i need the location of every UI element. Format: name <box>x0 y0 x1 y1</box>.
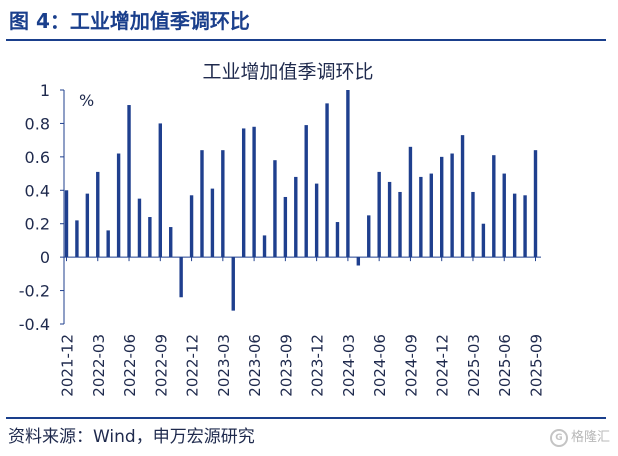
bar <box>106 230 110 258</box>
bar <box>127 105 131 258</box>
bar <box>377 171 381 258</box>
bar <box>179 257 183 298</box>
bar <box>481 223 486 258</box>
bar <box>85 193 90 258</box>
x-tick-label: 2023-03 <box>215 334 233 397</box>
bar <box>367 215 371 258</box>
bar <box>387 181 392 258</box>
bar <box>116 153 121 258</box>
bar <box>137 198 142 258</box>
chart-bars <box>64 90 538 311</box>
title-divider <box>6 39 606 41</box>
source-divider <box>6 417 606 419</box>
bar <box>523 195 527 258</box>
bar <box>356 257 361 266</box>
y-tick-label: 0.4 <box>25 181 50 200</box>
bar <box>460 135 465 258</box>
source-note: 资料来源：Wind，申万宏源研究 <box>8 427 255 447</box>
y-tick-label: 0.8 <box>25 114 50 133</box>
bar <box>450 153 454 258</box>
bar <box>241 128 246 258</box>
bar <box>252 126 256 258</box>
bar <box>440 156 444 258</box>
bar <box>283 196 288 258</box>
x-tick-label: 2025-03 <box>465 334 483 397</box>
unit-label: % <box>79 91 94 110</box>
watermark: G 格隆汇 <box>549 428 610 448</box>
bar <box>408 146 413 258</box>
y-tick-label: 0.2 <box>25 215 50 234</box>
bar <box>533 150 538 258</box>
bar <box>231 257 235 311</box>
x-tick-label: 2024-03 <box>340 334 358 397</box>
bar <box>189 195 194 258</box>
bar <box>221 150 225 258</box>
bar <box>398 191 402 258</box>
bar <box>75 220 79 258</box>
x-tick-label: 2023-06 <box>246 334 264 397</box>
bar <box>502 173 506 258</box>
x-tick-label: 2024-12 <box>434 334 452 397</box>
y-tick-label: 0 <box>40 248 50 267</box>
x-tick-label: 2025-06 <box>496 334 514 397</box>
bar-chart: 工业增加值季调环比% -0.4 -0.2 0 0.2 0.4 0.6 0.8 1 2021-12 2… <box>19 61 546 397</box>
bar <box>200 150 204 258</box>
bar <box>169 227 173 258</box>
bar <box>419 176 423 258</box>
bar <box>346 90 350 258</box>
x-tick-label: 2022-03 <box>90 334 108 397</box>
chart-labels: 工业增加值季调环比% -0.4 -0.2 0 0.2 0.4 0.6 0.8 1 2021-12 2… <box>19 61 546 397</box>
bar <box>492 155 496 258</box>
bar <box>262 235 267 258</box>
bar <box>158 123 162 258</box>
y-tick-label: -0.4 <box>19 315 50 334</box>
bar <box>335 222 340 258</box>
bar <box>273 160 277 258</box>
x-tick-label: 2025-09 <box>528 334 546 397</box>
x-tick-label: 2023-12 <box>309 334 327 397</box>
bar <box>64 190 69 258</box>
x-tick-label: 2022-12 <box>184 334 202 397</box>
x-tick-label: 2024-09 <box>402 334 420 397</box>
bar <box>148 217 152 258</box>
y-tick-label: -0.2 <box>19 282 50 301</box>
bar <box>210 188 215 258</box>
bar <box>96 171 100 258</box>
bar <box>325 103 329 258</box>
watermark-logo-icon: G <box>549 429 568 447</box>
y-tick-label: 0.6 <box>25 148 50 167</box>
chart-axes <box>60 89 541 325</box>
bar <box>314 183 319 258</box>
x-tick-label: 2023-09 <box>277 334 295 397</box>
bar <box>429 173 433 258</box>
x-tick-label: 2021-12 <box>59 334 77 397</box>
figure-title: 图 4：工业增加值季调环比 <box>9 9 250 33</box>
x-tick-label: 2022-06 <box>121 334 139 397</box>
watermark-text: 格隆汇 <box>570 430 610 445</box>
bar <box>304 125 308 258</box>
bar <box>471 191 475 258</box>
x-tick-label: 2024-06 <box>371 334 389 397</box>
y-tick-label: 1 <box>40 81 50 100</box>
x-tick-label: 2022-09 <box>152 334 170 397</box>
bar <box>294 176 298 258</box>
chart-title: 工业增加值季调环比 <box>202 61 373 83</box>
bar <box>512 193 517 258</box>
